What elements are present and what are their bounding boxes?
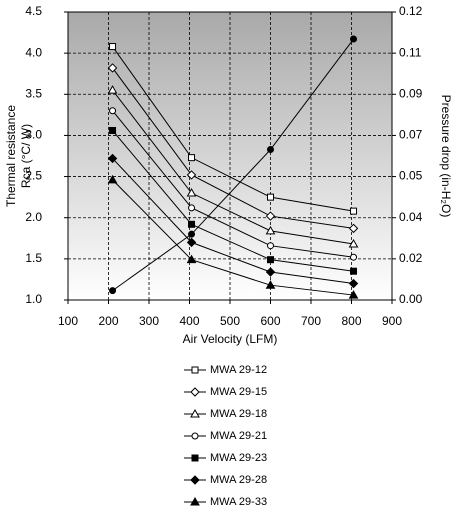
marker <box>186 237 197 248</box>
legend-marker <box>191 366 199 374</box>
marker <box>109 107 117 115</box>
marker <box>109 287 117 295</box>
marker <box>267 146 274 154</box>
marker <box>109 126 117 134</box>
y-tick-label: 3.5 <box>25 86 42 100</box>
y2-tick-label: 0.05 <box>399 169 423 183</box>
series-line <box>112 179 354 296</box>
y2-tick-label: 0.04 <box>399 210 423 224</box>
marker <box>186 170 197 180</box>
y2-tick-label: 0.07 <box>399 128 423 142</box>
legend-marker <box>190 408 200 418</box>
x-tick-label: 700 <box>301 314 321 328</box>
legend-marker <box>191 454 199 462</box>
x-tick-label: 500 <box>220 314 240 328</box>
legend-marker <box>190 475 200 485</box>
x-tick-label: 600 <box>260 314 280 328</box>
marker <box>350 253 358 261</box>
legend-label: MWA 29-15 <box>210 386 267 398</box>
series-line <box>112 130 354 272</box>
series-line <box>112 38 354 292</box>
marker <box>267 256 274 264</box>
series-line <box>112 67 354 229</box>
y2-tick-label: 0.02 <box>399 251 423 265</box>
marker <box>107 85 118 94</box>
marker <box>265 267 276 277</box>
y-tick-label: 3.0 <box>25 128 42 142</box>
marker <box>350 35 358 43</box>
y2-tick-label: 0.11 <box>399 45 422 59</box>
series-line <box>112 158 354 285</box>
marker <box>348 223 359 234</box>
plot-border <box>67 11 393 301</box>
legend-label: MWA 29-21 <box>210 430 267 442</box>
y-tick-label: 4.0 <box>25 45 42 59</box>
y-tick-label: 4.5 <box>25 4 42 18</box>
x-tick-label: 300 <box>139 314 159 328</box>
y2-axis-title: Pressure drop (in-H₂O) <box>439 95 453 218</box>
marker <box>348 278 359 289</box>
legend-label: MWA 29-33 <box>210 496 267 508</box>
y-tick-label: 1.5 <box>25 251 42 265</box>
marker <box>267 242 274 250</box>
marker <box>188 230 196 238</box>
x-tick-label: 800 <box>341 314 361 328</box>
y-axis-title: Rca (°C/ W) <box>19 124 33 188</box>
x-tick-label: 400 <box>179 314 199 328</box>
marker <box>350 267 358 275</box>
x-axis-title: Air Velocity (LFM) <box>183 332 278 346</box>
marker <box>348 290 359 299</box>
marker <box>265 280 276 289</box>
legend-marker <box>190 496 200 506</box>
series-line <box>112 89 354 245</box>
marker <box>188 154 196 162</box>
y-axis-title: Thermal resistance <box>4 105 18 207</box>
y2-tick-label: 0.09 <box>399 86 423 100</box>
marker <box>107 174 118 184</box>
marker <box>109 43 117 51</box>
marker <box>265 211 276 221</box>
legend-marker <box>190 387 200 397</box>
x-tick-label: 200 <box>98 314 118 328</box>
marker <box>348 239 359 248</box>
x-tick-label: 900 <box>382 314 402 328</box>
legend-label: MWA 29-23 <box>210 452 267 464</box>
series-line <box>112 110 354 258</box>
series-line <box>112 46 354 212</box>
y2-tick-label: 0.12 <box>399 4 423 18</box>
x-tick-label: 100 <box>58 314 78 328</box>
marker <box>186 188 197 197</box>
legend-label: MWA 29-12 <box>210 364 267 376</box>
marker <box>350 207 358 215</box>
y-tick-label: 1.0 <box>25 292 42 306</box>
y2-tick-label: 0.00 <box>399 292 423 306</box>
y-tick-label: 2.5 <box>25 169 42 183</box>
marker <box>188 204 196 212</box>
y-tick-label: 2.0 <box>25 210 42 224</box>
legend-marker <box>191 432 199 440</box>
marker <box>107 63 118 73</box>
marker <box>188 220 196 228</box>
marker <box>265 225 276 235</box>
marker <box>267 193 274 201</box>
marker <box>107 153 118 164</box>
marker <box>186 254 197 264</box>
legend-label: MWA 29-18 <box>210 408 267 420</box>
legend-label: MWA 29-28 <box>210 474 267 486</box>
